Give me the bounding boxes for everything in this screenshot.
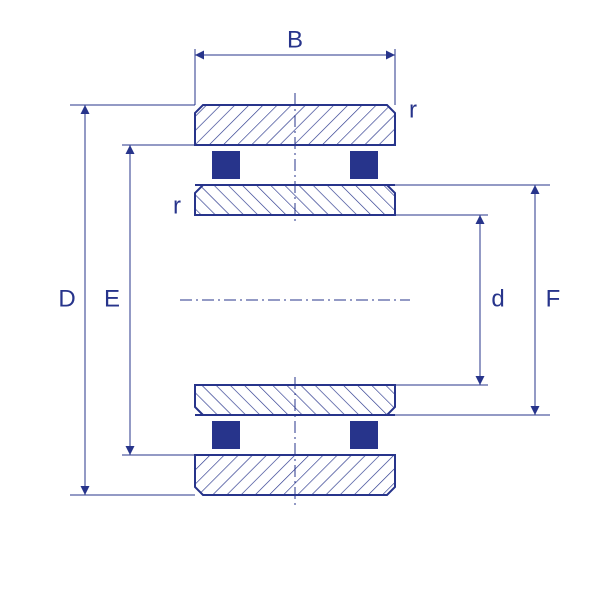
dim-label-r-outer: r	[409, 96, 417, 123]
dim-label-r-inner: r	[173, 192, 181, 219]
dim-label-d: d	[491, 285, 504, 312]
dim-label-E: E	[104, 285, 120, 312]
bearing-cross-section-diagram: B D Ed Fr r	[0, 0, 600, 600]
dim-label-B: B	[287, 26, 303, 53]
dim-label-D: D	[58, 285, 75, 312]
dim-label-F: F	[546, 285, 561, 312]
